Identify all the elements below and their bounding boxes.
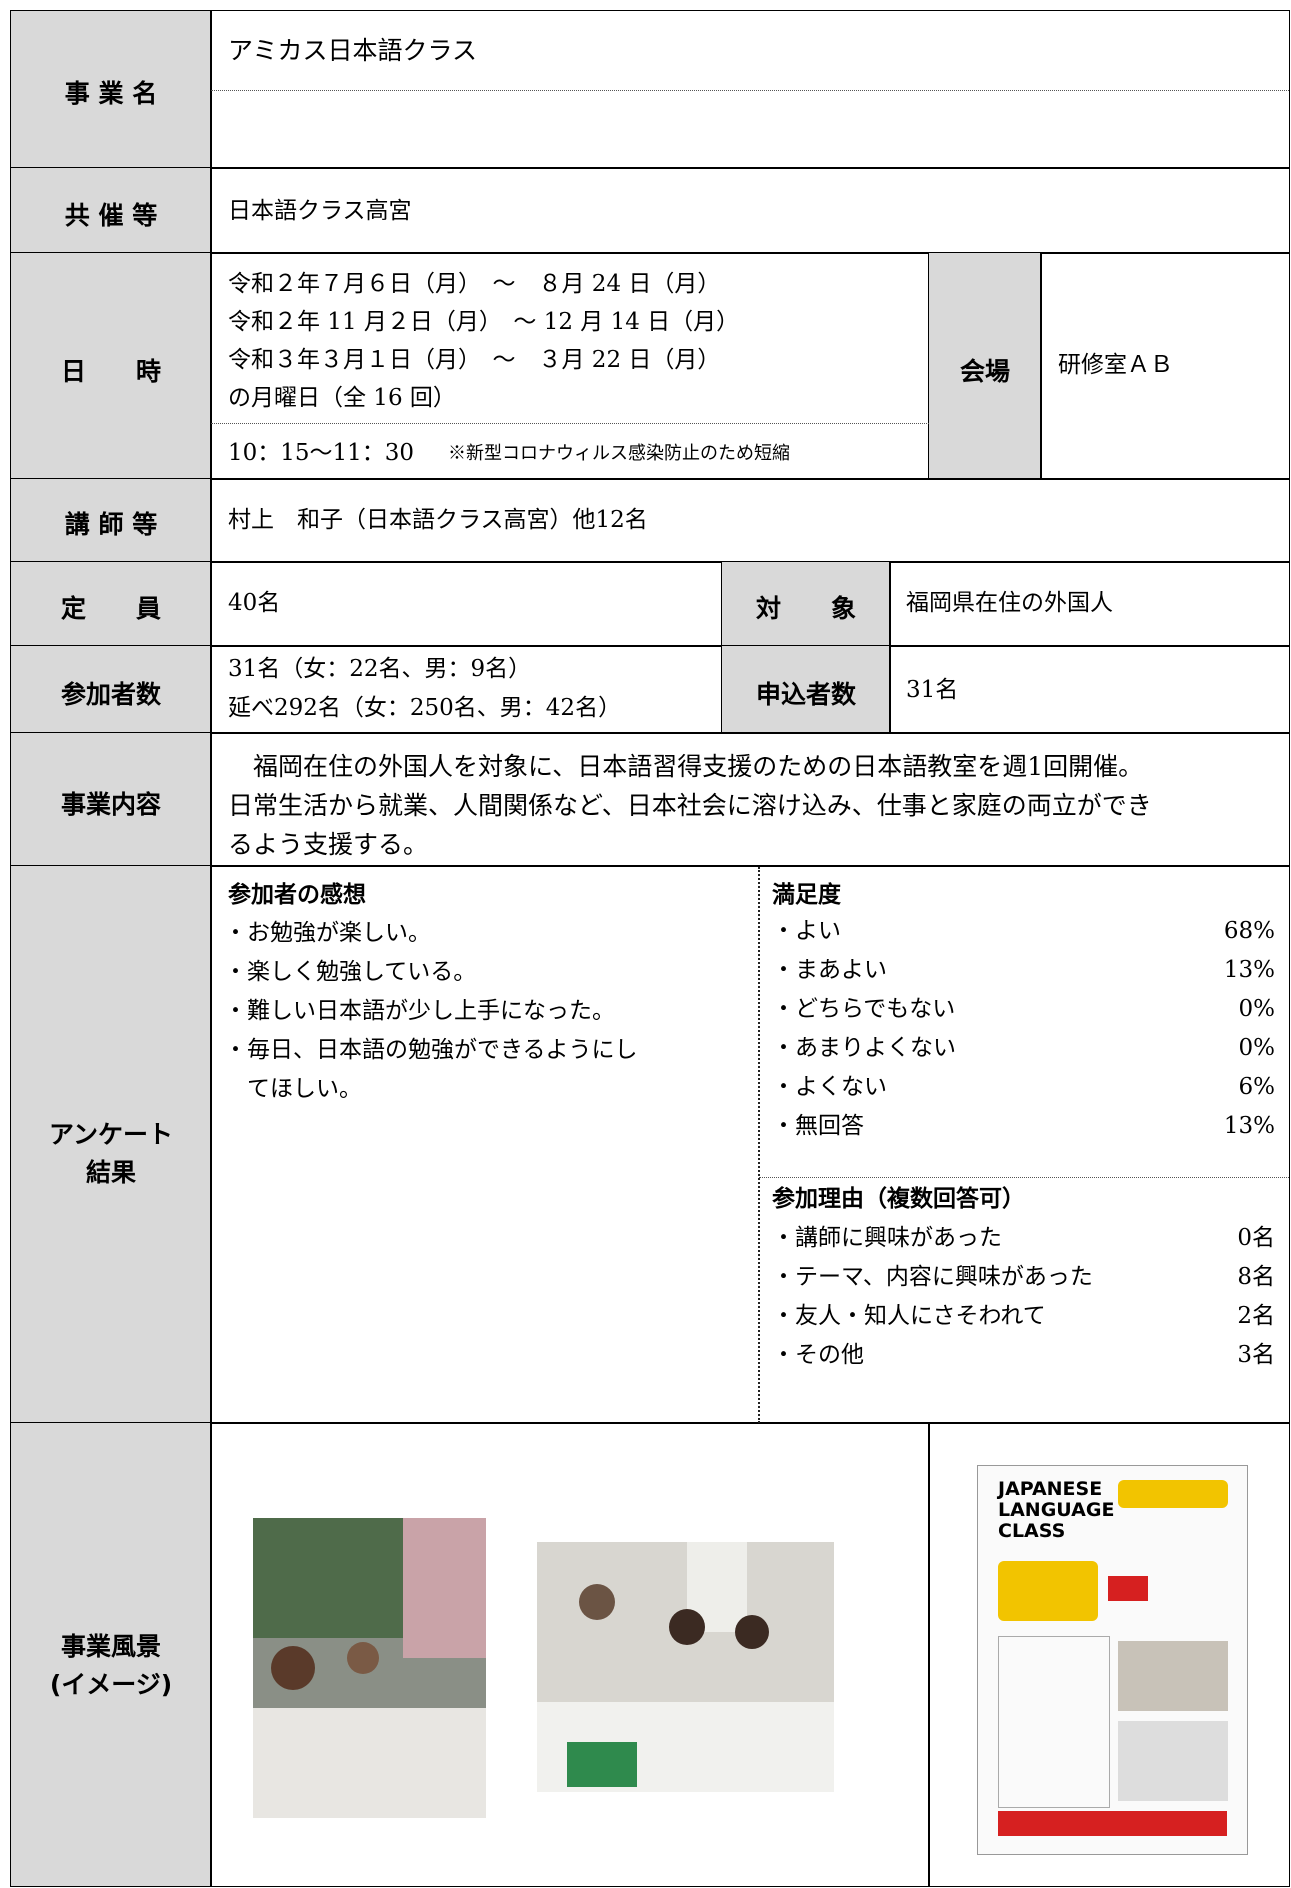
- impression-item: ・毎日、日本語の勉強ができるようにし: [224, 1037, 638, 1063]
- time: 10：15〜11：30: [228, 440, 415, 466]
- satisfaction-item: ・まあよい: [772, 957, 887, 983]
- label-cell: [721, 645, 891, 734]
- label-cell: [10, 865, 212, 1424]
- label: 講 師 等: [64, 510, 158, 539]
- survey-heading: 参加者の感想: [228, 882, 366, 908]
- impression-item: ・楽しく勉強している。: [224, 959, 477, 985]
- date-line: の月曜日（全 16 回）: [228, 385, 456, 411]
- reason-item: ・友人・知人にさそわれて: [772, 1303, 1046, 1329]
- poster-title: JAPANESE: [998, 1478, 1103, 1500]
- value: アミカス日本語クラス: [228, 36, 478, 65]
- value: 31名（女：22名、男：9名）: [228, 656, 532, 682]
- reason-value: 8名: [1237, 1264, 1275, 1290]
- label: 対 象: [755, 594, 856, 623]
- date-line: 令和２年 11 月２日（月） ～ 12 月 14 日（月）: [228, 309, 740, 335]
- label: 結果: [85, 1158, 136, 1187]
- cell: [210, 561, 723, 647]
- cell: [928, 1422, 1290, 1887]
- photo: [537, 1542, 834, 1792]
- impression-item: ・難しい日本語が少し上手になった。: [224, 998, 615, 1024]
- reason-value: 3名: [1237, 1342, 1275, 1368]
- cell: [210, 732, 1290, 867]
- label-cell: [10, 645, 212, 734]
- content-line: 日常生活から就業、人間関係など、日本社会に溶け込み、仕事と家庭の両立ができ: [228, 791, 1152, 820]
- label-cell: [928, 252, 1042, 480]
- label: 日 時: [60, 357, 161, 386]
- label: 定 員: [60, 594, 161, 623]
- survey-heading: 参加理由（複数回答可）: [772, 1186, 1025, 1212]
- satisfaction-value: 0%: [1238, 1035, 1276, 1061]
- poster-title: LANGUAGE: [998, 1499, 1115, 1521]
- cell: [210, 167, 1290, 254]
- label: 事業風景: [60, 1632, 161, 1661]
- cell: [889, 645, 1290, 734]
- label: アンケート: [48, 1120, 173, 1149]
- satisfaction-item: ・あまりよくない: [772, 1035, 956, 1061]
- satisfaction-value: 13%: [1223, 1113, 1275, 1139]
- cell: [889, 561, 1290, 647]
- content-line: るよう支援する。: [228, 830, 429, 859]
- label-cell: [10, 1422, 212, 1887]
- label-cell: [10, 732, 212, 867]
- note: ※新型コロナウィルス感染防止のため短縮: [448, 443, 790, 464]
- label-cell: [10, 167, 212, 254]
- satisfaction-value: 13%: [1223, 957, 1275, 983]
- dotted-divider: [211, 423, 929, 424]
- cell: [210, 865, 1290, 1424]
- poster-title: CLASS: [998, 1520, 1066, 1542]
- satisfaction-item: ・よい: [772, 918, 841, 944]
- cell: [210, 10, 1290, 169]
- reason-item: ・その他: [772, 1342, 864, 1368]
- value: 日本語クラス高宮: [228, 198, 412, 224]
- photo: [253, 1518, 486, 1818]
- dotted-divider: [211, 90, 1289, 91]
- satisfaction-value: 6%: [1238, 1074, 1276, 1100]
- label: 事 業 名: [64, 79, 158, 108]
- label: 共 催 等: [64, 201, 158, 230]
- impression-item: てほしい。: [224, 1076, 362, 1102]
- label: 申込者数: [755, 680, 856, 709]
- satisfaction-value: 68%: [1223, 918, 1275, 944]
- dotted-divider: [758, 867, 760, 1423]
- date-line: 令和３年３月１日（月） ～ ３月 22 日（月）: [228, 347, 721, 373]
- survey-heading: 満足度: [772, 882, 841, 908]
- value: 福岡県在住の外国人: [906, 590, 1113, 616]
- cell: [1040, 252, 1290, 480]
- cell: [210, 1422, 930, 1887]
- reason-value: 2名: [1237, 1303, 1275, 1329]
- value: 40名: [228, 590, 281, 616]
- label: 会場: [959, 357, 1010, 386]
- label-cell: [10, 561, 212, 647]
- satisfaction-item: ・どちらでもない: [772, 996, 956, 1022]
- satisfaction-value: 0%: [1238, 996, 1276, 1022]
- date-line: 令和２年７月６日（月） ～ ８月 24 日（月）: [228, 271, 721, 297]
- label-cell: [10, 252, 212, 480]
- label: 事業内容: [60, 790, 161, 819]
- dotted-divider: [759, 1177, 1289, 1178]
- impression-item: ・お勉強が楽しい。: [224, 920, 431, 946]
- value: 村上 和子（日本語クラス高宮）他12名: [228, 507, 648, 533]
- value: 延べ292名（女：250名、男：42名）: [228, 695, 622, 721]
- satisfaction-item: ・無回答: [772, 1113, 864, 1139]
- reason-item: ・テーマ、内容に興味があった: [772, 1264, 1093, 1290]
- reason-item: ・講師に興味があった: [772, 1225, 1002, 1251]
- label-cell: [10, 478, 212, 563]
- value: 研修室ＡＢ: [1058, 352, 1173, 378]
- satisfaction-item: ・よくない: [772, 1074, 887, 1100]
- label: 参加者数: [60, 680, 161, 709]
- reason-value: 0名: [1237, 1225, 1275, 1251]
- content-line: 福岡在住の外国人を対象に、日本語習得支援のための日本語教室を週1回開催。: [228, 752, 1144, 781]
- poster: JAPANESE LANGUAGE CLASS: [977, 1465, 1248, 1855]
- label: (イメージ): [49, 1670, 173, 1699]
- label-cell: [10, 10, 212, 169]
- value: 31名: [906, 677, 959, 703]
